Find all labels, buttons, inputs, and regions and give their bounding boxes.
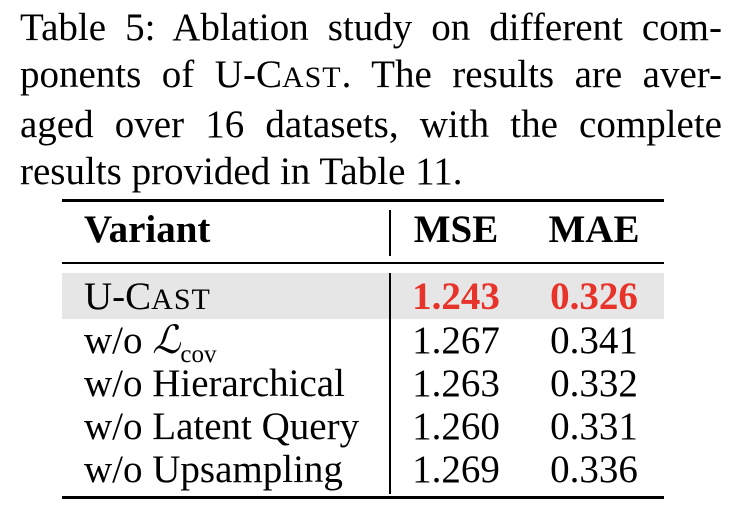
table-row-variant: w/o Latent Query	[84, 405, 360, 448]
table-row-mae-best: 0.326	[550, 275, 638, 318]
table-row-mae: 0.331	[550, 405, 638, 448]
loss-symbol: ℒ	[152, 318, 181, 363]
table-mid-rule	[62, 262, 664, 264]
table-caption: Table 5: Ablation study on different com…	[20, 4, 722, 195]
table-row-mae: 0.341	[550, 319, 638, 362]
table-row-mse: 1.263	[412, 362, 500, 405]
table-row-variant: w/o ℒcov	[84, 318, 217, 369]
body-column-separator	[389, 273, 391, 494]
caption-method-smallcaps: AST	[281, 61, 342, 94]
caption-line-4: results provided in Table 11.	[20, 150, 463, 193]
caption-line-1: Table 5: Ablation study on different com…	[20, 6, 722, 49]
table-bottom-rule	[62, 496, 664, 499]
caption-text: . The results are aver-	[341, 53, 722, 96]
caption-line-2: ponents of U-CAST. The results are aver-	[20, 51, 722, 101]
variant-text: w/o	[84, 319, 153, 362]
table-row-variant: w/o Hierarchical	[84, 362, 345, 405]
header-mse: MSE	[413, 208, 499, 251]
caption-line-3: aged over 16 datasets, with the complete	[20, 103, 722, 146]
header-column-separator	[389, 210, 391, 256]
variant-initial: C	[125, 275, 152, 318]
table-row-mae: 0.336	[550, 448, 638, 491]
table-row-variant: U-CAST	[84, 275, 211, 322]
variant-text: U-	[84, 275, 126, 318]
table-row-mae: 0.332	[550, 362, 638, 405]
header-mae: MAE	[548, 208, 640, 251]
caption-method-initial: C	[255, 53, 282, 96]
loss-subscript: cov	[180, 341, 217, 368]
table-row-mse: 1.267	[412, 319, 500, 362]
highlighted-row-background	[62, 273, 664, 319]
header-variant: Variant	[84, 208, 211, 251]
table-row-mse-best: 1.243	[412, 275, 500, 318]
variant-smallcaps: AST	[151, 283, 211, 316]
table-row-mse: 1.269	[412, 448, 500, 491]
caption-text: ponents of U-	[20, 53, 256, 96]
table-row-mse: 1.260	[412, 405, 500, 448]
table-row-variant: w/o Upsampling	[84, 448, 343, 491]
table-top-rule	[62, 199, 664, 202]
